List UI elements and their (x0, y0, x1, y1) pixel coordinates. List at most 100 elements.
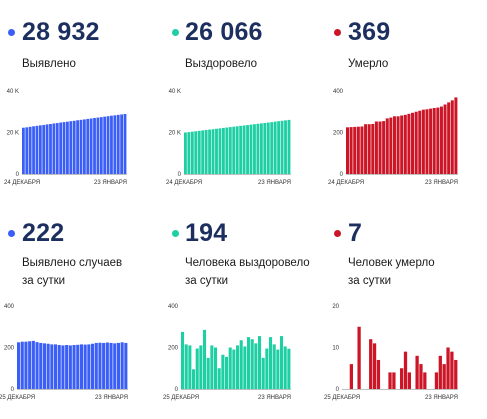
chart-bar (439, 106, 443, 174)
chart-bar (249, 124, 253, 174)
chart-bar (69, 121, 73, 174)
chart-bar (414, 111, 418, 174)
chart-bar (378, 121, 382, 174)
chart-bar (203, 329, 207, 389)
x-tick-label-start: 25 ДЕКАБРЯ (0, 395, 35, 401)
chart-bar (423, 372, 427, 389)
y-tick-label: 0 (16, 172, 20, 178)
x-tick-label-end: 23 ЯНВАРЯ (258, 180, 291, 186)
chart-bar (211, 129, 215, 174)
x-tick-label-end: 23 ЯНВАРЯ (95, 395, 128, 401)
chart-bar (120, 342, 124, 389)
chart-bar (181, 331, 185, 389)
chart-bar (68, 345, 72, 389)
chart-bar (273, 121, 277, 174)
y-tick-label: 40 K (7, 89, 19, 95)
chart-bar (265, 348, 269, 389)
chart-bar (210, 345, 214, 389)
stat-card-detected: 28 932 Выявлено (0, 0, 155, 205)
chart-bar (400, 368, 404, 389)
chart-bar (42, 124, 46, 174)
chart-bar (407, 372, 411, 389)
x-tick-label-start: 25 ДЕКАБРЯ (324, 395, 360, 401)
y-tick-label: 0 (11, 387, 15, 393)
chart-bar (277, 121, 281, 174)
chart-bar (187, 132, 191, 174)
chart-bar (45, 124, 49, 174)
stat-value: 28 932 (22, 18, 100, 46)
chart-bar (79, 344, 83, 389)
chart-bar (61, 345, 65, 389)
chart-bar (221, 127, 225, 174)
series-dot-icon (172, 230, 179, 237)
chart-bar (419, 364, 423, 389)
chart-bar (372, 343, 377, 389)
stat-label: Человека выздоровело (185, 257, 310, 269)
chart-bar (87, 344, 91, 389)
chart-bar (454, 359, 458, 389)
chart-bar (24, 341, 28, 389)
chart-bar (50, 344, 54, 389)
series-dot-icon (334, 230, 341, 237)
chart-bar (28, 341, 32, 389)
chart-bar (93, 117, 96, 174)
y-tick-label: 400 (168, 304, 179, 310)
y-tick-label: 200 (168, 346, 179, 352)
chart-bar (113, 343, 117, 389)
chart-bar (94, 342, 98, 389)
chart-bar (438, 355, 442, 389)
y-tick-label: 0 (340, 172, 344, 178)
y-tick-label: 0 (178, 172, 182, 178)
chart-bar (392, 116, 396, 174)
series-dot-icon (334, 29, 341, 36)
chart-bar (106, 116, 110, 174)
stat-label-line2: за сутки (185, 275, 229, 287)
y-tick-label: 20 K (7, 131, 19, 137)
chart-bar (184, 132, 187, 174)
x-tick-label-end: 23 ЯНВАРЯ (94, 180, 127, 186)
chart-bar (199, 345, 203, 389)
chart-bar (385, 118, 389, 174)
chart-bar (72, 345, 76, 389)
chart-bar (242, 125, 246, 174)
chart-bar (72, 120, 76, 174)
chart-bar (421, 109, 425, 174)
x-tick-label-start: 24 ДЕКАБРЯ (166, 180, 202, 186)
y-tick-label: 400 (333, 89, 344, 95)
chart-bar (261, 357, 265, 390)
chart-bar (280, 120, 284, 174)
chart-bar (76, 120, 79, 174)
chart-bar (217, 368, 221, 389)
chart-bar (66, 121, 69, 174)
x-tick-label-end: 23 ЯНВАРЯ (425, 395, 458, 401)
chart-bar (228, 127, 232, 174)
chart-bar (35, 125, 39, 174)
chart-bar (201, 130, 205, 174)
chart-bar (82, 119, 86, 174)
chart-bar (22, 127, 25, 174)
chart-bar (353, 126, 357, 174)
chart-bar (400, 115, 404, 174)
chart-bar (443, 104, 447, 174)
chart-bar (254, 343, 258, 389)
chart-bar (446, 347, 450, 389)
chart-bar (184, 344, 188, 389)
chart-bar (120, 114, 124, 174)
chart-bar (206, 357, 210, 390)
chart-bar (415, 355, 419, 389)
chart-bar (407, 113, 411, 174)
stat-label-line2: за сутки (348, 275, 392, 287)
stat-label: Умерло (348, 58, 389, 70)
chart-bar (418, 110, 422, 174)
chart-bar (25, 127, 29, 174)
chart-bar (450, 100, 454, 174)
chart-bar (364, 124, 368, 174)
stat-card-recovered: 26 066 Выздоровело (160, 0, 315, 205)
chart-bar (367, 124, 371, 174)
series-dot-icon (172, 29, 179, 36)
stat-value: 26 066 (185, 18, 263, 46)
